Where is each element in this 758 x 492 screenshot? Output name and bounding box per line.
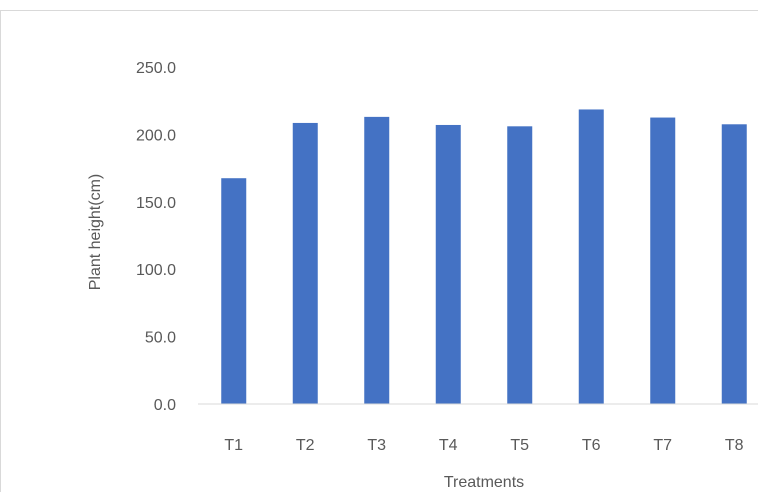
y-tick-label: 150.0 (136, 195, 176, 212)
x-tick-label: T3 (367, 437, 386, 454)
x-tick-label: T1 (224, 437, 243, 454)
y-axis-title: Plant height(cm) (87, 174, 104, 291)
x-tick-label: T5 (510, 437, 529, 454)
bar-t4 (435, 124, 461, 405)
bar-t8 (721, 124, 747, 404)
bar-t7 (650, 117, 676, 405)
bars (221, 109, 747, 405)
x-tick-label: T2 (296, 437, 315, 454)
bar-t3 (364, 116, 390, 404)
y-tick-label: 50.0 (145, 330, 176, 347)
y-tick-label: 250.0 (136, 60, 176, 77)
x-axis-title: Treatments (444, 474, 524, 491)
bar-t5 (507, 126, 533, 404)
x-tick-label: T8 (725, 437, 744, 454)
bar-t2 (292, 122, 318, 404)
y-tick-label: 0.0 (154, 397, 176, 414)
x-axis-ticks: T1 T2 T3 T4 T5 T6 T7 T8 (224, 437, 743, 454)
bar-t1 (221, 178, 247, 404)
x-tick-label: T7 (653, 437, 672, 454)
y-axis-ticks: 0.0 50.0 100.0 150.0 200.0 250.0 (136, 60, 176, 414)
y-tick-label: 100.0 (136, 262, 176, 279)
x-tick-label: T4 (439, 437, 458, 454)
chart-border (0, 10, 758, 492)
bar-t6 (578, 109, 604, 404)
x-tick-label: T6 (582, 437, 601, 454)
y-tick-label: 200.0 (136, 127, 176, 144)
